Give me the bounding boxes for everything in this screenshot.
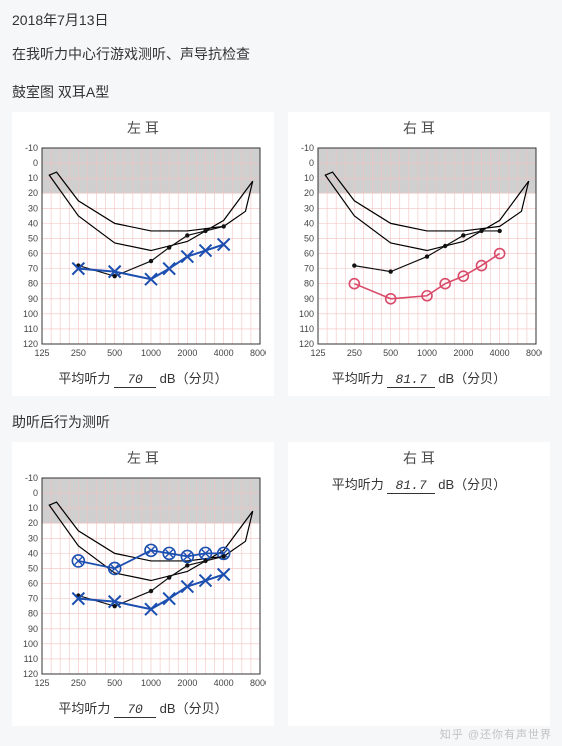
svg-text:4000: 4000 bbox=[214, 678, 234, 688]
svg-text:80: 80 bbox=[28, 609, 38, 619]
svg-text:10: 10 bbox=[28, 173, 38, 183]
svg-text:-10: -10 bbox=[301, 143, 314, 153]
svg-text:10: 10 bbox=[304, 173, 314, 183]
svg-text:50: 50 bbox=[304, 233, 314, 243]
svg-text:-10: -10 bbox=[25, 143, 38, 153]
svg-text:-10: -10 bbox=[25, 473, 38, 483]
avg-hearing-label: 平均听力 81.7 dB（分贝） bbox=[292, 474, 546, 494]
charts-row-unaided: 左 耳 -10010203040506070809010011012012525… bbox=[12, 112, 550, 396]
svg-text:50: 50 bbox=[28, 563, 38, 573]
avg-hearing-label: 平均听力 81.7 dB（分贝） bbox=[292, 368, 546, 388]
avg-hearing-label: 平均听力 70 dB（分贝） bbox=[16, 368, 270, 388]
svg-text:250: 250 bbox=[71, 348, 86, 358]
svg-text:125: 125 bbox=[310, 348, 325, 358]
panel-left-unaided: 左 耳 -10010203040506070809010011012012525… bbox=[12, 112, 274, 396]
svg-text:30: 30 bbox=[304, 203, 314, 213]
svg-text:2000: 2000 bbox=[177, 678, 197, 688]
svg-text:8000: 8000 bbox=[250, 678, 266, 688]
svg-text:8000: 8000 bbox=[526, 348, 542, 358]
svg-text:100: 100 bbox=[23, 309, 38, 319]
panel-title: 右 耳 bbox=[292, 118, 546, 138]
svg-text:40: 40 bbox=[304, 218, 314, 228]
svg-text:100: 100 bbox=[299, 309, 314, 319]
svg-text:20: 20 bbox=[28, 518, 38, 528]
svg-text:40: 40 bbox=[28, 218, 38, 228]
svg-text:500: 500 bbox=[383, 348, 398, 358]
svg-text:2000: 2000 bbox=[177, 348, 197, 358]
svg-text:20: 20 bbox=[28, 188, 38, 198]
svg-text:110: 110 bbox=[24, 324, 38, 334]
svg-text:4000: 4000 bbox=[490, 348, 510, 358]
audiogram-right-unaided: -100102030405060708090100110120125250500… bbox=[292, 142, 546, 362]
svg-text:70: 70 bbox=[28, 594, 38, 604]
panel-right-unaided: 右 耳 -10010203040506070809010011012012525… bbox=[288, 112, 550, 396]
panel-left-aided: 左 耳 -10010203040506070809010011012012525… bbox=[12, 442, 274, 726]
aided-section-title: 助听后行为测听 bbox=[12, 412, 550, 432]
svg-text:250: 250 bbox=[71, 678, 86, 688]
svg-text:2000: 2000 bbox=[453, 348, 473, 358]
svg-text:1000: 1000 bbox=[141, 678, 161, 688]
svg-text:40: 40 bbox=[28, 548, 38, 558]
svg-text:0: 0 bbox=[309, 158, 314, 168]
svg-text:125: 125 bbox=[34, 348, 49, 358]
svg-text:110: 110 bbox=[24, 654, 38, 664]
svg-text:500: 500 bbox=[107, 678, 122, 688]
svg-text:50: 50 bbox=[28, 233, 38, 243]
svg-text:90: 90 bbox=[28, 624, 38, 634]
svg-text:60: 60 bbox=[28, 579, 38, 589]
svg-text:0: 0 bbox=[33, 158, 38, 168]
svg-text:4000: 4000 bbox=[214, 348, 234, 358]
svg-text:20: 20 bbox=[304, 188, 314, 198]
svg-text:250: 250 bbox=[347, 348, 362, 358]
svg-text:125: 125 bbox=[34, 678, 49, 688]
svg-text:70: 70 bbox=[28, 264, 38, 274]
panel-title: 左 耳 bbox=[16, 448, 270, 468]
svg-text:0: 0 bbox=[33, 488, 38, 498]
svg-text:10: 10 bbox=[28, 503, 38, 513]
avg-hearing-label: 平均听力 70 dB（分贝） bbox=[16, 698, 270, 718]
svg-text:80: 80 bbox=[304, 279, 314, 289]
svg-text:110: 110 bbox=[300, 324, 314, 334]
svg-text:90: 90 bbox=[28, 294, 38, 304]
svg-text:80: 80 bbox=[28, 279, 38, 289]
panel-right-aided: 右 耳 平均听力 81.7 dB（分贝） bbox=[288, 442, 550, 726]
svg-text:30: 30 bbox=[28, 533, 38, 543]
tympanogram-label: 鼓室图 双耳A型 bbox=[12, 82, 550, 102]
svg-text:8000: 8000 bbox=[250, 348, 266, 358]
svg-text:1000: 1000 bbox=[141, 348, 161, 358]
date-text: 2018年7月13日 bbox=[12, 10, 550, 30]
svg-text:60: 60 bbox=[28, 249, 38, 259]
svg-text:100: 100 bbox=[23, 639, 38, 649]
svg-text:60: 60 bbox=[304, 249, 314, 259]
watermark-text: 知乎 @还你有声世界 bbox=[440, 726, 552, 742]
audiogram-left-unaided: -100102030405060708090100110120125250500… bbox=[16, 142, 270, 362]
page-root: 2018年7月13日 在我听力中心行游戏测听、声导抗检查 鼓室图 双耳A型 左 … bbox=[0, 0, 562, 746]
svg-text:1000: 1000 bbox=[417, 348, 437, 358]
svg-text:70: 70 bbox=[304, 264, 314, 274]
exam-description: 在我听力中心行游戏测听、声导抗检查 bbox=[12, 44, 550, 64]
panel-title: 右 耳 bbox=[292, 448, 546, 468]
svg-text:30: 30 bbox=[28, 203, 38, 213]
svg-text:90: 90 bbox=[304, 294, 314, 304]
svg-text:500: 500 bbox=[107, 348, 122, 358]
audiogram-left-aided: -100102030405060708090100110120125250500… bbox=[16, 472, 270, 692]
charts-row-aided: 左 耳 -10010203040506070809010011012012525… bbox=[12, 442, 550, 726]
panel-title: 左 耳 bbox=[16, 118, 270, 138]
